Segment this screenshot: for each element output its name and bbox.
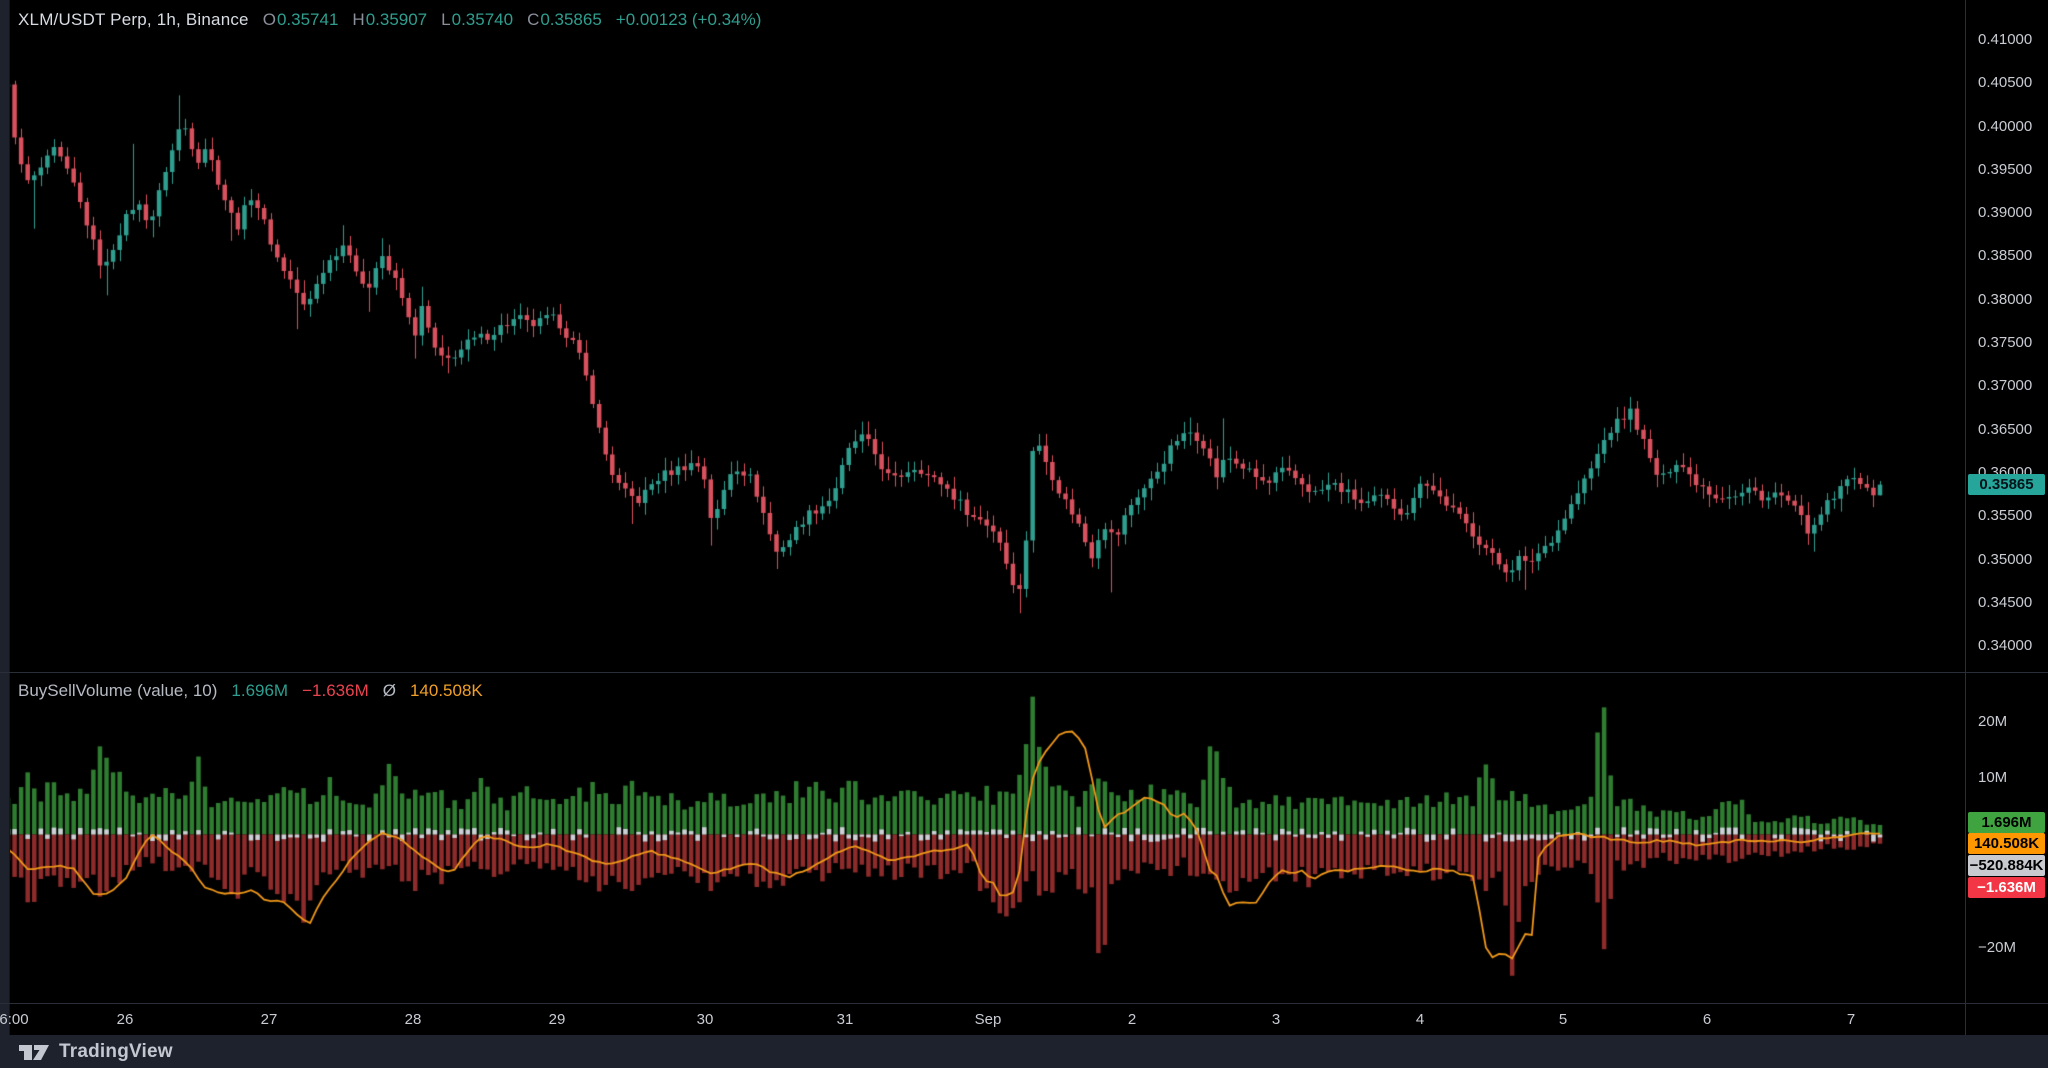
price-axis[interactable]: 0.41000 0.40500 0.40000 0.39500 0.39000 0.385… <box>1966 0 2048 1003</box>
price-tick: 0.39000 <box>1978 204 2033 222</box>
price-change: +0.00123 (+0.34%) <box>615 10 762 29</box>
time-tick: 5 <box>1558 1011 1568 1028</box>
indicator-title[interactable]: BuySellVolume (value, 10) <box>18 681 218 700</box>
indicator-sell-value: −1.636M <box>302 681 369 700</box>
time-tick: 2 <box>1127 1011 1137 1028</box>
price-tick: 0.37000 <box>1978 377 2033 395</box>
time-tick: 26 <box>116 1011 134 1028</box>
price-tick: 0.38000 <box>1978 290 2033 308</box>
ohlc-close: C 0.35865 <box>527 10 602 29</box>
price-tick: 0.37500 <box>1978 334 2033 351</box>
price-tick: 0.35500 <box>1978 507 2033 525</box>
symbol-title[interactable]: XLM/USDT Perp, 1h, Binance <box>18 10 249 29</box>
price-tick: 0.38500 <box>1978 247 2033 265</box>
price-tick: 0.41000 <box>1978 30 2033 48</box>
indicator-avg-value: 140.508K <box>409 681 483 700</box>
pane-separator[interactable] <box>0 672 2048 673</box>
last-price-label: 0.35865 <box>1968 474 2045 496</box>
time-tick: 28 <box>404 1011 422 1028</box>
volume-value-label-2: −520.884K <box>1968 854 2045 876</box>
time-axis[interactable]: 6:00 26 27 28 29 30 31 Sep 2 3 4 5 6 7 <box>0 1004 2048 1035</box>
volume-value-label-0: 1.696M <box>1968 811 2045 833</box>
volume-tick: 10M <box>1978 769 2008 786</box>
tradingview-logo-text: TradingView <box>59 1040 173 1062</box>
price-tick: 0.35000 <box>1978 550 2033 568</box>
time-axis-separator <box>0 1003 2048 1004</box>
tradingview-logo[interactable]: TradingView <box>18 1040 173 1064</box>
volume-tick: −20M <box>1978 938 2016 956</box>
price-tick: 0.40500 <box>1978 74 2033 92</box>
ohlc-open: O 0.35741 <box>262 10 339 29</box>
indicator-header: BuySellVolume (value, 10) 1.696M −1.636M… <box>18 679 483 703</box>
price-tick: 0.34500 <box>1978 593 2033 611</box>
time-tick: 3 <box>1271 1011 1281 1028</box>
time-tick: 30 <box>696 1011 714 1028</box>
symbol-header: XLM/USDT Perp, 1h, Binance O 0.35741 H 0.3… <box>18 8 761 32</box>
time-tick: 29 <box>548 1011 566 1028</box>
time-tick: 31 <box>836 1011 854 1028</box>
price-tick: 0.39500 <box>1978 160 2033 178</box>
time-tick: 7 <box>1846 1011 1856 1028</box>
time-tick: Sep <box>974 1011 1002 1028</box>
time-tick: 4 <box>1415 1011 1425 1028</box>
price-tick: 0.34000 <box>1978 637 2033 655</box>
time-tick: 6 <box>1702 1011 1712 1028</box>
volume-value-label-3: −1.636M <box>1968 876 2045 898</box>
left-toolbar-edge[interactable] <box>0 0 10 1068</box>
indicator-avg-icon: Ø <box>382 681 396 700</box>
price-axis-border <box>1965 0 1966 1035</box>
price-tick: 0.40000 <box>1978 117 2033 135</box>
bottom-bar: TradingView <box>0 1035 2048 1068</box>
volume-tick: 20M <box>1978 712 2008 730</box>
ohlc-low: L 0.35740 <box>441 10 514 29</box>
time-tick: 27 <box>260 1011 278 1028</box>
volume-value-label-1: 140.508K <box>1968 832 2045 854</box>
ohlc-high: H 0.35907 <box>352 10 428 29</box>
time-tick: 6:00 <box>0 1011 29 1028</box>
indicator-buy-value: 1.696M <box>231 681 289 700</box>
tradingview-logo-icon <box>19 1044 49 1060</box>
price-tick: 0.36500 <box>1978 420 2033 438</box>
